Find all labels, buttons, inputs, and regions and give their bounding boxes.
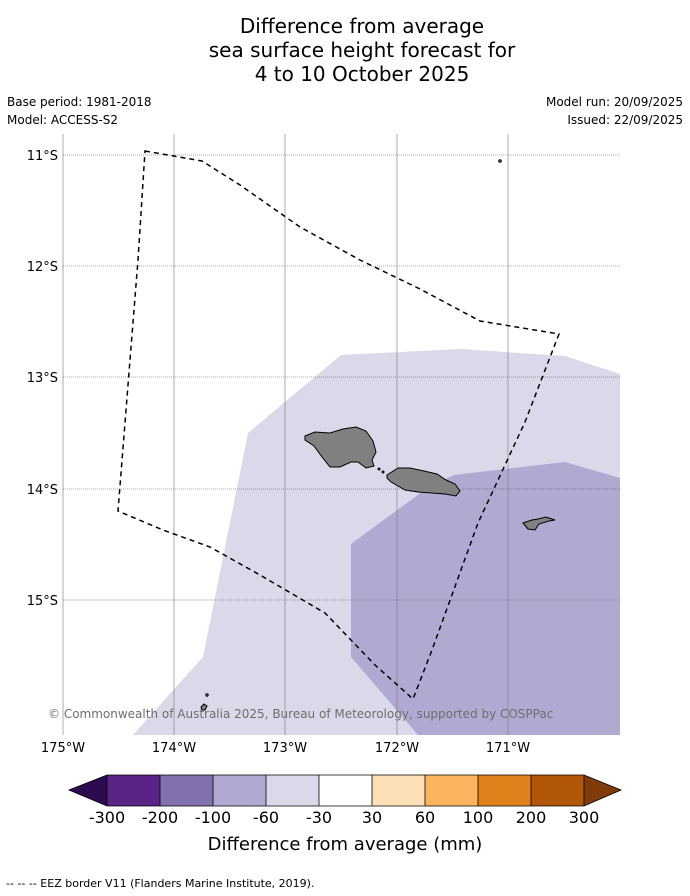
eez-border xyxy=(117,150,561,701)
islet-north xyxy=(498,159,502,163)
colorbar-tick-4: -60 xyxy=(253,808,279,827)
colorbar-extend-high xyxy=(584,775,621,806)
model-run-label: Model run: 20/09/2025 xyxy=(545,95,683,109)
islet-southwest xyxy=(205,693,209,697)
colorbar-segment-8 xyxy=(478,775,531,806)
lat-label-12s: 12°S xyxy=(27,260,58,275)
lon-label-175w: 175°W xyxy=(41,741,85,756)
colorbar-tick-7: 60 xyxy=(415,808,435,827)
colorbar-tick-10: 300 xyxy=(569,808,600,827)
colorbar-extend-low xyxy=(69,775,107,806)
issued-label: Issued: 22/09/2025 xyxy=(567,113,683,127)
lon-label-173w: 173°W xyxy=(263,741,307,756)
colorbar-segment-5 xyxy=(319,775,372,806)
colorbar-segment-3 xyxy=(213,775,266,806)
island-southwest xyxy=(200,703,208,711)
island-upolu xyxy=(386,467,461,497)
colorbar-tick-1: -300 xyxy=(89,808,125,827)
colorbar-tick-3: -100 xyxy=(195,808,231,827)
lat-label-13s: 13°S xyxy=(27,371,58,386)
colorbar-tick-5: -30 xyxy=(306,808,332,827)
lon-label-171w: 171°W xyxy=(486,741,530,756)
lon-label-172w: 172°W xyxy=(375,741,419,756)
lat-label-15s: 15°S xyxy=(27,594,58,609)
model-label: Model: ACCESS-S2 xyxy=(7,113,119,127)
sea-height-map: 11°S 12°S 13°S 14°S 15°S 175°W 174°W 173… xyxy=(27,134,623,855)
lat-label-11s: 11°S xyxy=(27,149,58,164)
title-line-1: Difference from average xyxy=(239,14,485,38)
title-line-2: sea surface height forecast for xyxy=(208,38,516,62)
longitude-gridlines xyxy=(62,134,509,735)
eez-legend: -- -- -- EEZ border V11 (Flanders Marine… xyxy=(6,877,315,890)
lat-label-14s: 14°S xyxy=(27,483,58,498)
colorbar-tick-6: 30 xyxy=(362,808,382,827)
colorbar-tick-9: 200 xyxy=(516,808,547,827)
lon-label-174w: 174°W xyxy=(152,741,196,756)
colorbar-tick-8: 100 xyxy=(463,808,494,827)
colorbar-segment-7 xyxy=(425,775,478,806)
islet-apolima xyxy=(377,467,381,471)
title-line-3: 4 to 10 October 2025 xyxy=(254,62,470,86)
chart-title: Difference from average sea surface heig… xyxy=(0,14,690,86)
island-tutuila xyxy=(522,516,556,531)
latitude-gridlines xyxy=(63,154,620,601)
colorbar-segment-9 xyxy=(531,775,584,806)
island-savaii xyxy=(304,426,377,469)
copyright-notice: © Commonwealth of Australia 2025, Bureau… xyxy=(48,707,553,721)
colorbar-segment-2 xyxy=(160,775,213,806)
base-period-label: Base period: 1981-2018 xyxy=(7,95,152,109)
anomaly-region-mid xyxy=(351,462,620,735)
colorbar: -300 -200 -100 -60 -30 30 60 100 200 300… xyxy=(67,774,623,855)
islet-manono xyxy=(381,470,385,474)
colorbar-label: Difference from average (mm) xyxy=(208,834,483,855)
colorbar-segment-1 xyxy=(107,775,160,806)
colorbar-segment-6 xyxy=(372,775,425,806)
colorbar-segment-4 xyxy=(266,775,319,806)
colorbar-tick-2: -200 xyxy=(142,808,178,827)
